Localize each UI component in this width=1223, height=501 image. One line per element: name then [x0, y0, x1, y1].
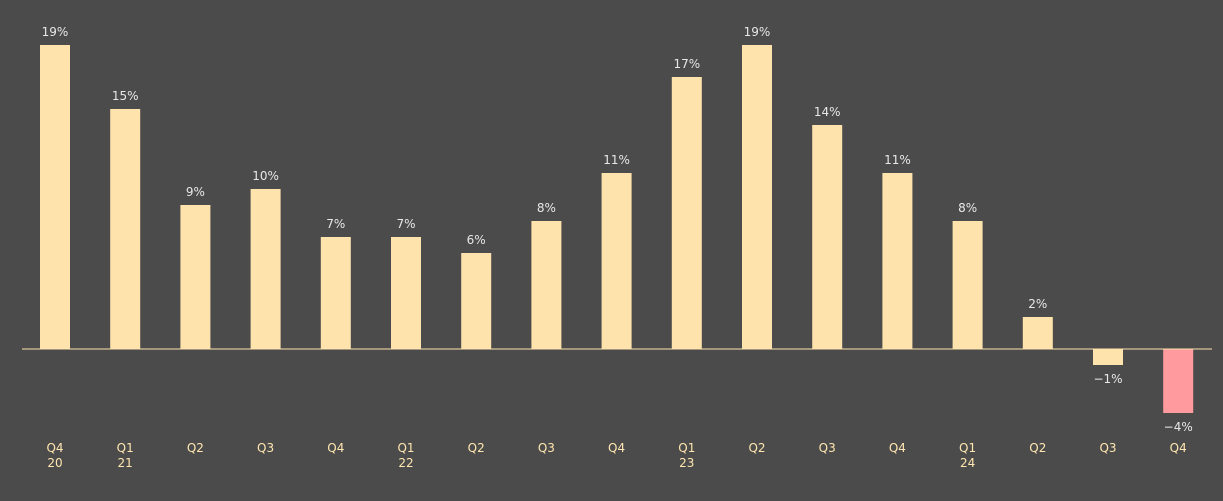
value-label-15: −1%	[1093, 372, 1122, 386]
tick-quarter-1: Q1	[117, 441, 134, 455]
bar-3	[250, 189, 281, 349]
bar-0	[40, 45, 70, 349]
value-label-11: 14%	[814, 105, 841, 119]
bar-2	[180, 205, 211, 349]
value-label-12: 11%	[884, 153, 911, 167]
value-label-0: 19%	[42, 25, 69, 39]
value-label-8: 11%	[603, 153, 630, 167]
tick-year-1: 21	[118, 456, 133, 470]
bar-14	[1022, 317, 1053, 349]
tick-year-13: 24	[960, 456, 975, 470]
tick-quarter-7: Q3	[538, 441, 555, 455]
tick-year-5: 22	[398, 456, 413, 470]
tick-year-9: 23	[679, 456, 694, 470]
bar-16	[1163, 349, 1194, 413]
tick-quarter-2: Q2	[187, 441, 204, 455]
bar-12	[882, 173, 913, 349]
value-labels-group: 19% 15% 9% 10% 7% 7% 6% 8% 11% 17% 19% 14% 11% 8% 2% −1…	[42, 25, 1193, 434]
bar-6	[461, 253, 492, 349]
tick-quarter-16: Q4	[1170, 441, 1187, 455]
tick-year-0: 20	[47, 456, 62, 470]
value-label-16: −4%	[1164, 420, 1193, 434]
tick-quarter-9: Q1	[678, 441, 695, 455]
bar-8	[601, 173, 632, 349]
tick-quarter-5: Q1	[397, 441, 414, 455]
bar-11	[812, 125, 843, 349]
value-label-10: 19%	[744, 25, 771, 39]
bar-15	[1093, 349, 1123, 365]
bar-7	[531, 221, 562, 349]
bar-5	[391, 237, 421, 349]
value-label-5: 7%	[396, 217, 415, 231]
bar-4	[320, 237, 351, 349]
bar-1	[110, 109, 141, 349]
tick-quarter-15: Q3	[1099, 441, 1116, 455]
bar-13	[952, 221, 983, 349]
tick-quarter-8: Q4	[608, 441, 625, 455]
tick-quarter-10: Q2	[748, 441, 765, 455]
tick-quarter-4: Q4	[327, 441, 344, 455]
tick-quarter-11: Q3	[819, 441, 836, 455]
bar-10	[742, 45, 772, 349]
tick-quarter-13: Q1	[959, 441, 976, 455]
bar-9	[671, 77, 702, 349]
tick-quarter-6: Q2	[468, 441, 485, 455]
tick-quarter-14: Q2	[1029, 441, 1046, 455]
value-label-9: 17%	[673, 57, 700, 71]
value-label-7: 8%	[537, 201, 556, 215]
value-label-4: 7%	[326, 217, 345, 231]
tick-quarter-12: Q4	[889, 441, 906, 455]
tick-quarter-0: Q4	[46, 441, 63, 455]
value-label-14: 2%	[1028, 297, 1047, 311]
bars-group	[40, 45, 1194, 413]
value-label-3: 10%	[252, 169, 279, 183]
value-label-6: 6%	[467, 233, 486, 247]
tick-quarter-3: Q3	[257, 441, 274, 455]
value-label-1: 15%	[112, 89, 139, 103]
value-label-13: 8%	[958, 201, 977, 215]
value-label-2: 9%	[186, 185, 205, 199]
